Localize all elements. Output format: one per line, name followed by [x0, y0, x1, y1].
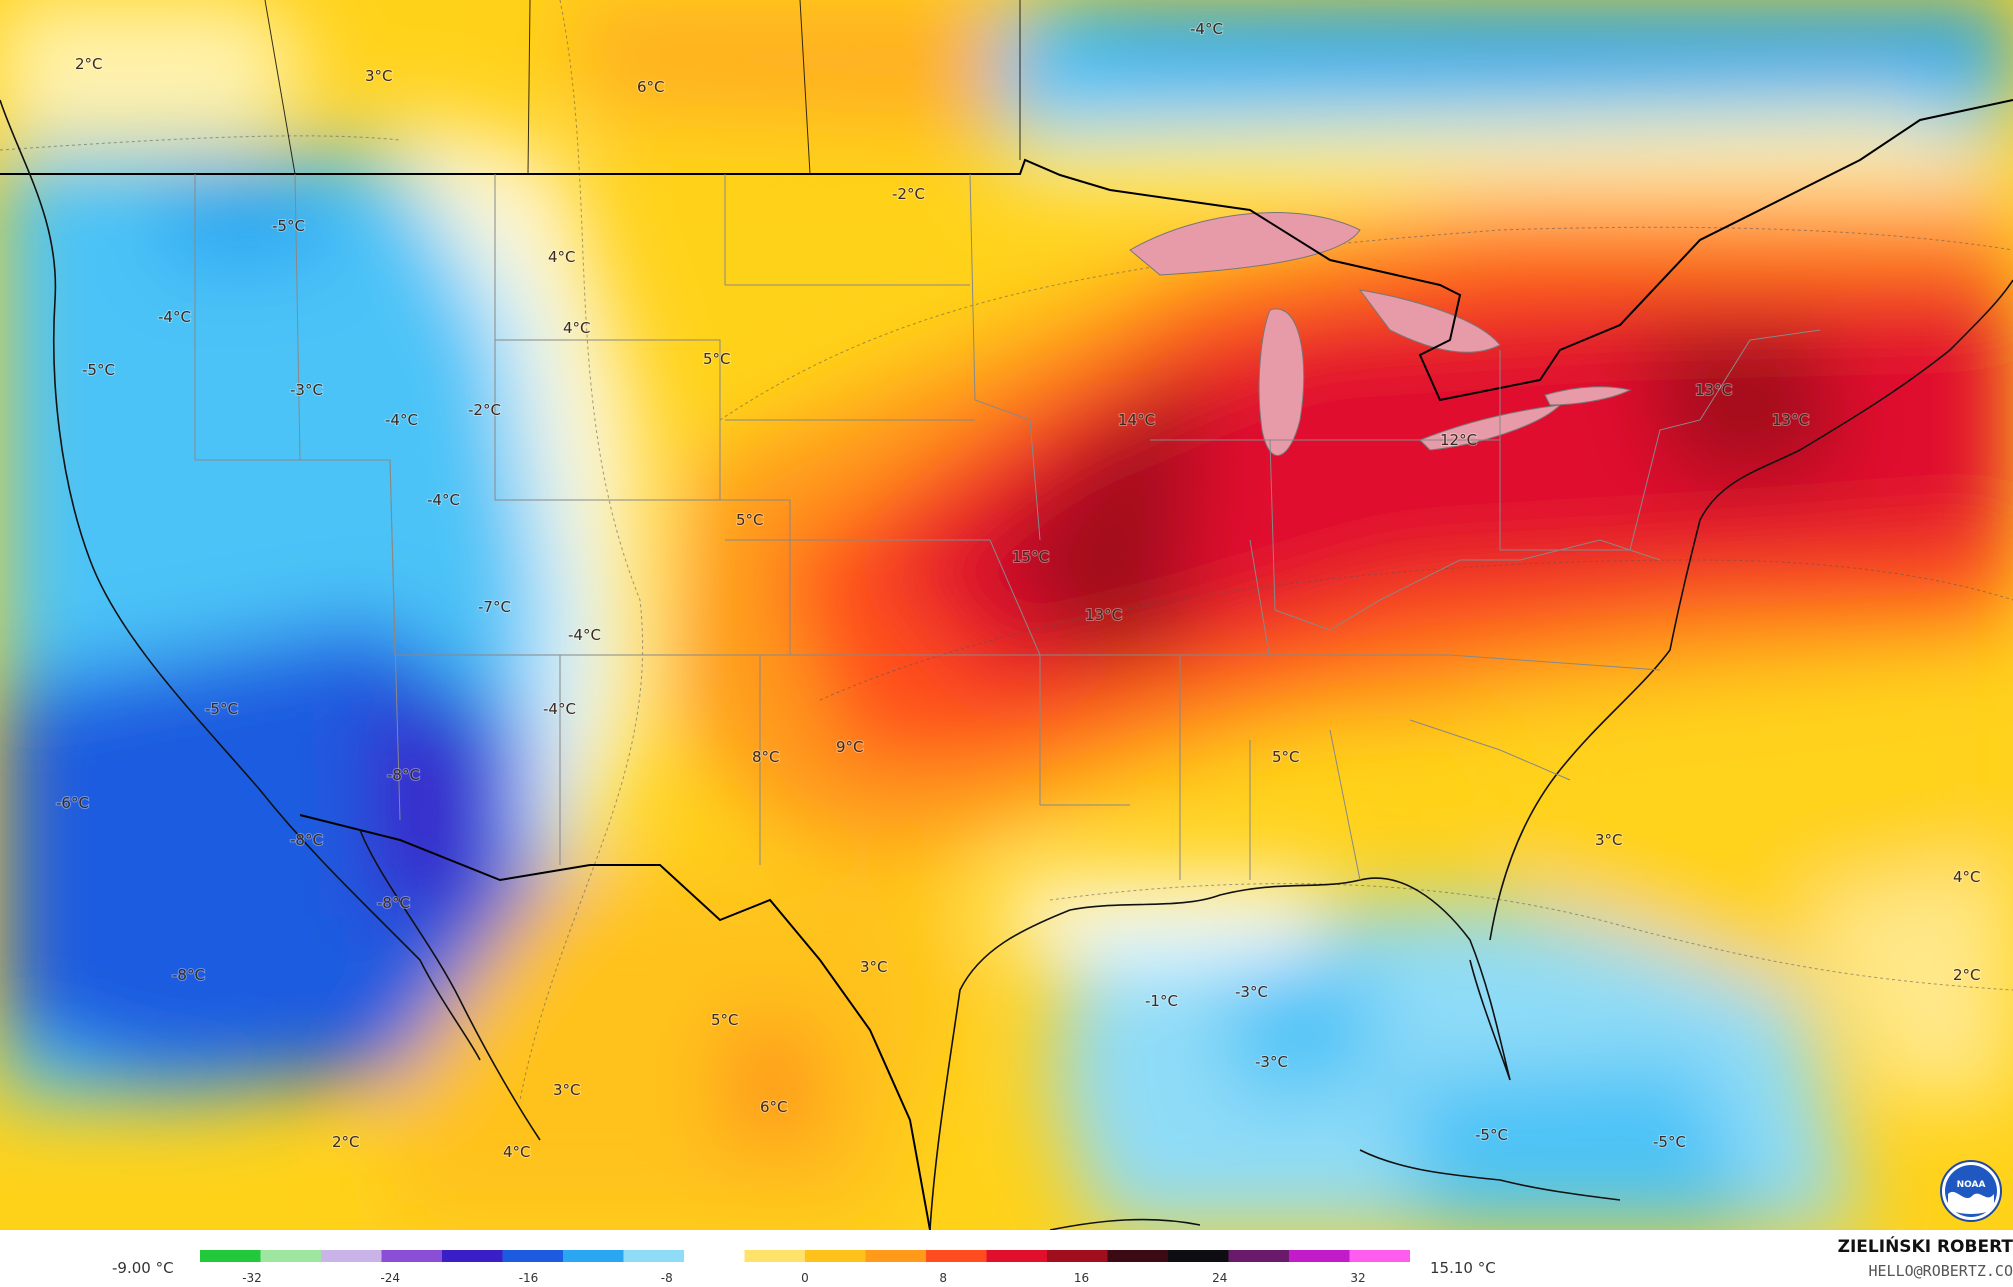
- color-scale-tick-label: 0: [801, 1271, 809, 1284]
- legend-max-value: 15.10 °C: [1430, 1259, 1496, 1277]
- color-scale-cell: [381, 1250, 443, 1262]
- temperature-label: 3°C: [860, 958, 888, 976]
- temperature-label: -5°C: [1475, 1126, 1508, 1144]
- color-scale-cell: [1047, 1250, 1108, 1262]
- color-scale-cells: [200, 1250, 1410, 1262]
- temperature-labels: -4°C 2°C 3°C 6°C -2°C -5°C 4°C -4°C -5°C…: [55, 19, 1982, 1162]
- color-scale-cell: [442, 1250, 503, 1262]
- temperature-anomaly-map: -4°C 2°C 3°C 6°C -2°C -5°C 4°C -4°C -5°C…: [0, 0, 2013, 1230]
- color-scale-cell: [1349, 1250, 1410, 1262]
- color-scale-cell: [563, 1250, 624, 1262]
- temperature-label: -8°C: [387, 766, 420, 784]
- temperature-label: -4°C: [1190, 20, 1223, 38]
- temperature-label: -4°C: [385, 411, 418, 429]
- temperature-label: -5°C: [1653, 1133, 1686, 1151]
- temperature-label: 3°C: [553, 1081, 581, 1099]
- temperature-label: -3°C: [290, 381, 323, 399]
- temperature-label: -5°C: [272, 217, 305, 235]
- temperature-label: 13°C: [1695, 381, 1732, 399]
- color-scale-cell: [1228, 1250, 1290, 1262]
- color-scale-cell: [805, 1250, 866, 1262]
- isotherm-lines: [0, 0, 2013, 1101]
- temperature-label: 4°C: [1953, 868, 1981, 886]
- state-borders: [194, 173, 1821, 881]
- coastlines: [0, 99, 2013, 1230]
- great-lakes: [1129, 212, 1632, 456]
- temperature-label: 5°C: [736, 511, 764, 529]
- temperature-label: -5°C: [205, 700, 238, 718]
- temperature-label: 6°C: [637, 78, 665, 96]
- color-scale-cell: [1168, 1250, 1229, 1262]
- temperature-label: -7°C: [478, 598, 511, 616]
- temperature-label: 2°C: [332, 1133, 360, 1151]
- temperature-label: -2°C: [468, 401, 501, 419]
- temperature-label: -4°C: [543, 700, 576, 718]
- temperature-label: 4°C: [548, 248, 576, 266]
- temperature-label: 15°C: [1012, 548, 1049, 566]
- temperature-label: -4°C: [158, 308, 191, 326]
- color-scale-cell: [684, 1250, 745, 1262]
- temperature-label: 9°C: [836, 738, 864, 756]
- temperature-label: 14°C: [1118, 411, 1155, 429]
- color-scale-tick-label: -24: [380, 1271, 400, 1284]
- temperature-label: 5°C: [711, 1011, 739, 1029]
- color-scale-tick-label: 24: [1212, 1271, 1227, 1284]
- temperature-field: [0, 0, 2013, 1230]
- color-scale-cell: [260, 1250, 322, 1262]
- color-scale-tick-label: 16: [1074, 1271, 1089, 1284]
- color-scale-tick-label: -32: [242, 1271, 262, 1284]
- color-scale-cell: [926, 1250, 987, 1262]
- color-scale-cell: [865, 1250, 927, 1262]
- color-scale-ticks: -32 -24 -16 -8 0 8 16 24 32: [242, 1271, 1365, 1284]
- noaa-logo: NOAA: [1940, 1160, 2002, 1222]
- temperature-label: 4°C: [563, 319, 591, 337]
- legend-min-value: -9.00 °C: [112, 1259, 174, 1277]
- temperature-label: -6°C: [56, 794, 89, 812]
- color-scale-tick-label: -16: [519, 1271, 539, 1284]
- temperature-label: 5°C: [1272, 748, 1300, 766]
- country-borders: [0, 99, 2013, 1230]
- temperature-label: 8°C: [752, 748, 780, 766]
- temperature-label: -8°C: [290, 831, 323, 849]
- temperature-label: 2°C: [75, 55, 103, 73]
- temperature-label: 4°C: [503, 1143, 531, 1161]
- color-scale: -32 -24 -16 -8 0 8 16 24 32: [200, 1250, 1410, 1284]
- temperature-label: -4°C: [568, 626, 601, 644]
- temperature-label: 13°C: [1772, 411, 1809, 429]
- temperature-label: -1°C: [1145, 992, 1178, 1010]
- color-scale-cell: [321, 1250, 382, 1262]
- color-scale-tick-label: -8: [661, 1271, 673, 1284]
- noaa-logo-text: NOAA: [1957, 1180, 1986, 1190]
- temperature-label: 2°C: [1953, 966, 1981, 984]
- color-scale-cell: [1289, 1250, 1350, 1262]
- color-scale-cell: [744, 1250, 806, 1262]
- temperature-label: 5°C: [703, 350, 731, 368]
- color-scale-cell: [502, 1250, 564, 1262]
- province-borders: [264, 0, 1021, 175]
- temperature-label: -4°C: [427, 491, 460, 509]
- temperature-label: -8°C: [377, 894, 410, 912]
- color-scale-tick-label: 32: [1350, 1271, 1365, 1284]
- temperature-label: -3°C: [1255, 1053, 1288, 1071]
- temperature-label: 12°C: [1440, 431, 1477, 449]
- color-scale-cell: [200, 1250, 261, 1262]
- temperature-label: 6°C: [760, 1098, 788, 1116]
- author-email: HELLO@ROBERTZ.CO: [1868, 1262, 2013, 1280]
- temperature-label: 13°C: [1085, 606, 1122, 624]
- temperature-label: -5°C: [82, 361, 115, 379]
- color-scale-cell: [1107, 1250, 1169, 1262]
- temperature-label: 3°C: [365, 67, 393, 85]
- temperature-label: -8°C: [172, 966, 205, 984]
- temperature-label: 3°C: [1595, 831, 1623, 849]
- temperature-label: -3°C: [1235, 983, 1268, 1001]
- color-scale-cell: [986, 1250, 1048, 1262]
- temperature-label: -2°C: [892, 185, 925, 203]
- color-scale-tick-label: 8: [939, 1271, 947, 1284]
- author-name: ZIELIŃSKI ROBERT: [1837, 1237, 2013, 1257]
- color-scale-cell: [623, 1250, 685, 1262]
